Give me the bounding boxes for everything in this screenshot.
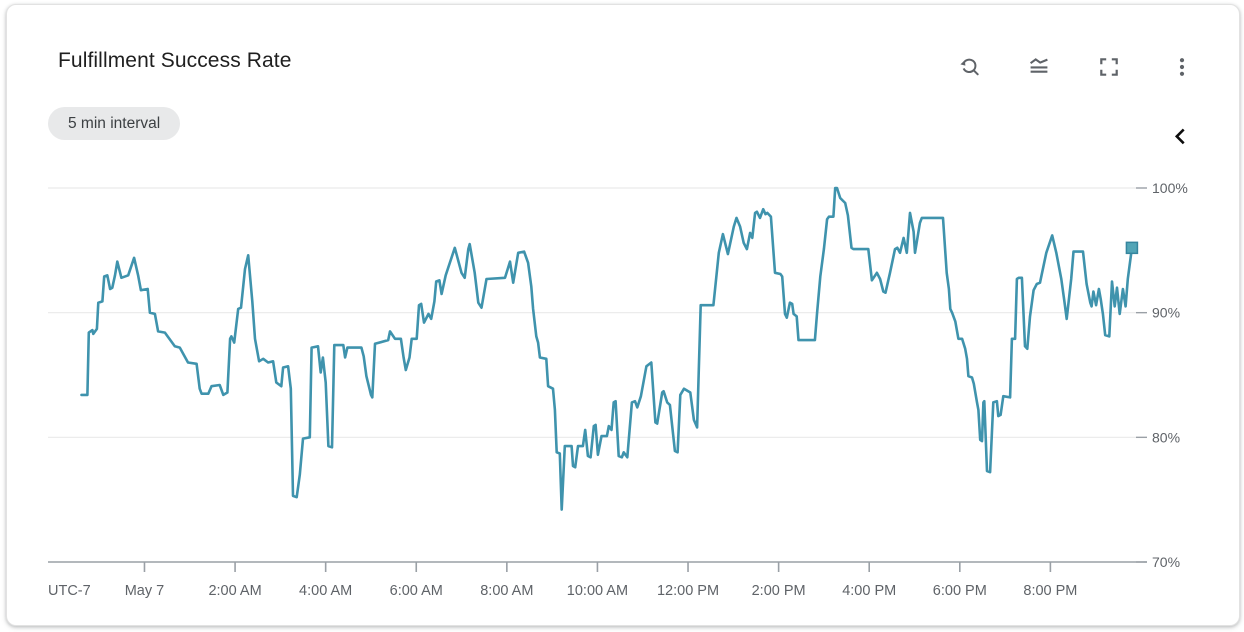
- x-tick-label: May 7: [125, 583, 165, 599]
- fullscreen-button[interactable]: [1093, 51, 1125, 83]
- x-tick-label: 4:00 PM: [842, 583, 896, 599]
- collapse-panel-button[interactable]: [1165, 120, 1197, 152]
- chart-options-button[interactable]: [1023, 51, 1055, 83]
- y-tick-label: 100%: [1152, 180, 1188, 196]
- x-tick-label: 4:00 AM: [299, 583, 352, 599]
- series-line: [80, 186, 1134, 511]
- chart-options-icon: [1027, 55, 1051, 79]
- x-tick-label: 2:00 PM: [752, 583, 806, 599]
- x-tick-label: 6:00 PM: [933, 583, 987, 599]
- more-options-button[interactable]: [1166, 51, 1198, 83]
- chart-title: Fulfillment Success Rate: [58, 49, 292, 72]
- fullscreen-icon: [1097, 55, 1121, 79]
- zoom-reset-icon: [956, 55, 980, 79]
- x-tick-label: 8:00 PM: [1023, 583, 1077, 599]
- x-tick-label: 10:00 AM: [567, 583, 628, 599]
- more-options-icon: [1170, 55, 1194, 79]
- x-tick-label: 8:00 AM: [480, 583, 533, 599]
- x-tick-label: 2:00 AM: [208, 583, 261, 599]
- timezone-label: UTC-7: [48, 583, 91, 599]
- zoom-reset-button[interactable]: [952, 51, 984, 83]
- series-end-marker: [1125, 241, 1139, 255]
- y-tick-label: 80%: [1152, 429, 1180, 445]
- y-tick-label: 90%: [1152, 305, 1180, 321]
- line-chart[interactable]: 100% 90% 80% 70% May 7 2:00 AM 4:00 AM 6:00 AM 8…: [6, 4, 1240, 626]
- chevron-left-icon: [1169, 128, 1193, 151]
- interval-chip[interactable]: 5 min interval: [48, 107, 181, 140]
- x-tick-label: 6:00 AM: [390, 583, 443, 599]
- y-tick-label: 70%: [1152, 554, 1180, 570]
- x-tick-label: 12:00 PM: [657, 583, 719, 599]
- chart-card: Fulfillment Success Rate 5 min interval: [6, 4, 1240, 626]
